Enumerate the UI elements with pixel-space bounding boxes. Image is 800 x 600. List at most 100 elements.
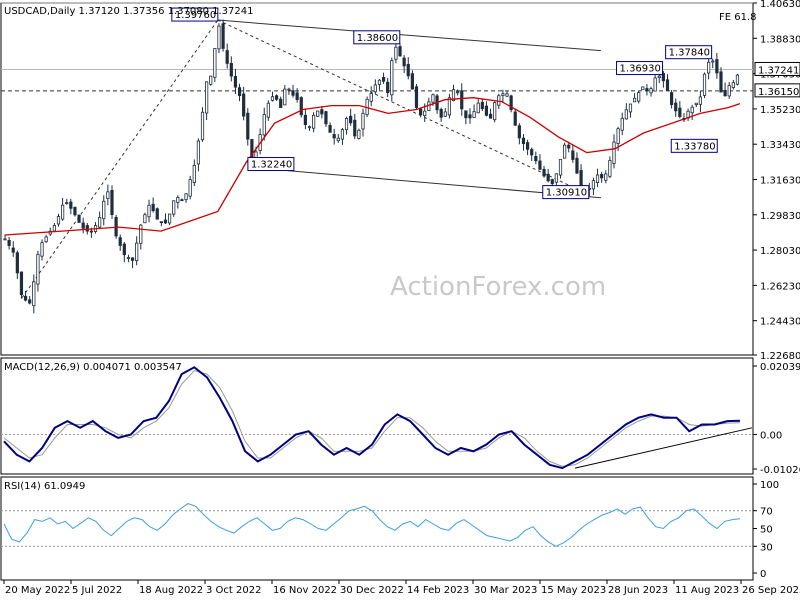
x-tick-label: 3 Oct 2022 xyxy=(206,585,261,596)
price-y-tick-label: 1.26230 xyxy=(760,281,800,292)
candle-body xyxy=(468,114,472,119)
candle-body xyxy=(69,201,73,209)
candle-body xyxy=(184,193,188,201)
candle-body xyxy=(324,111,328,125)
macd-panel-title: MACD(12,26,9) 0.004071 0.003547 xyxy=(4,362,182,373)
candle-body xyxy=(229,63,233,77)
price-annotation-label: 1.32240 xyxy=(251,160,292,171)
candle-body xyxy=(550,179,554,185)
candle-body xyxy=(200,111,205,141)
candle-body xyxy=(431,94,435,103)
candle-body xyxy=(591,180,596,190)
rsi-y-tick-label: 0 xyxy=(760,569,766,580)
candle-body xyxy=(283,88,287,106)
candle-body xyxy=(81,222,85,229)
candle-body xyxy=(678,107,682,117)
candle-body xyxy=(715,59,719,74)
rsi-panel-title: RSI(14) 61.0949 xyxy=(4,481,85,492)
candle-body xyxy=(723,89,727,97)
price-annotation-label: 1.37840 xyxy=(669,48,710,59)
candle-body xyxy=(377,79,382,85)
x-tick-label: 15 May 2023 xyxy=(541,585,606,596)
candle-body xyxy=(291,90,295,96)
candle-body xyxy=(624,109,628,120)
upper-channel-trendline xyxy=(217,19,601,52)
candle-body xyxy=(381,77,386,82)
candle-body xyxy=(600,174,604,179)
candle-body xyxy=(270,96,275,101)
candle-body xyxy=(517,125,521,139)
candle-body xyxy=(332,134,336,139)
candle-body xyxy=(711,60,715,63)
candle-body xyxy=(23,295,28,301)
candle-body xyxy=(369,93,373,102)
candle-body xyxy=(3,238,7,241)
x-tick-label: 16 Nov 2022 xyxy=(273,585,337,596)
price-annotation-box xyxy=(616,61,664,76)
candle-body xyxy=(575,157,579,174)
rising-dashed-trendline xyxy=(21,19,219,299)
candle-body xyxy=(702,73,707,96)
candle-body xyxy=(11,247,15,253)
candle-body xyxy=(172,200,176,215)
candle-body xyxy=(340,129,345,140)
candle-body xyxy=(192,164,196,183)
price-y-tick-label: 1.35230 xyxy=(760,105,800,116)
candle-body xyxy=(52,225,56,232)
candle-body xyxy=(649,88,653,94)
candle-body xyxy=(361,112,365,130)
candle-body xyxy=(641,86,645,91)
macd-panel xyxy=(0,357,754,475)
candle-body xyxy=(419,108,423,116)
last-price-label: 1.37241 xyxy=(758,65,799,76)
candle-body xyxy=(312,114,316,129)
candle-body xyxy=(176,197,180,203)
x-tick-label: 5 Jul 2022 xyxy=(72,585,122,596)
candle-body xyxy=(509,95,513,111)
price-annotation-label: 1.39760 xyxy=(175,10,216,21)
candle-body xyxy=(303,114,307,125)
candle-body xyxy=(279,98,283,108)
candle-body xyxy=(89,230,94,233)
rsi-y-tick-label: 50 xyxy=(760,525,773,536)
candle-body xyxy=(139,224,143,244)
candle-body xyxy=(525,142,530,150)
price-y-tick-label: 1.22680 xyxy=(760,351,800,362)
candle-body xyxy=(608,160,612,177)
candle-body xyxy=(77,214,81,223)
candle-body xyxy=(719,71,723,93)
candle-body xyxy=(390,60,394,96)
falling-dashed-trendline xyxy=(217,19,587,195)
candle-body xyxy=(205,81,209,114)
candle-body xyxy=(410,73,414,90)
candle-body xyxy=(65,202,69,205)
candle-body xyxy=(221,23,225,49)
candle-body xyxy=(36,253,40,285)
fe-level-label: FE 61.8 xyxy=(719,12,757,23)
candle-body xyxy=(665,79,670,91)
candle-body xyxy=(488,113,493,119)
candle-body xyxy=(217,25,221,50)
candle-body xyxy=(456,91,460,94)
candle-body xyxy=(344,118,349,131)
price-y-tick-label: 1.40630 xyxy=(760,0,800,10)
x-tick-label: 18 Aug 2022 xyxy=(139,585,203,596)
candle-body xyxy=(242,93,246,117)
price-annotation-label: 1.36930 xyxy=(620,64,661,75)
x-tick-label: 28 Jun 2023 xyxy=(608,585,668,596)
candle-body xyxy=(274,95,279,100)
candle-body xyxy=(328,125,332,133)
candle-body xyxy=(262,114,266,136)
price-y-tick-label: 1.28030 xyxy=(760,246,800,257)
price-annotation-box xyxy=(665,45,713,60)
candle-body xyxy=(406,64,410,77)
macd-y-tick-label: -0.01026 xyxy=(760,465,800,476)
candle-body xyxy=(554,173,558,183)
macd-signal-line xyxy=(3,370,741,467)
candle-body xyxy=(460,90,464,110)
candle-body xyxy=(295,92,299,100)
candle-body xyxy=(476,102,480,114)
x-tick-label: 30 Mar 2023 xyxy=(474,585,537,596)
candle-body xyxy=(7,240,11,246)
